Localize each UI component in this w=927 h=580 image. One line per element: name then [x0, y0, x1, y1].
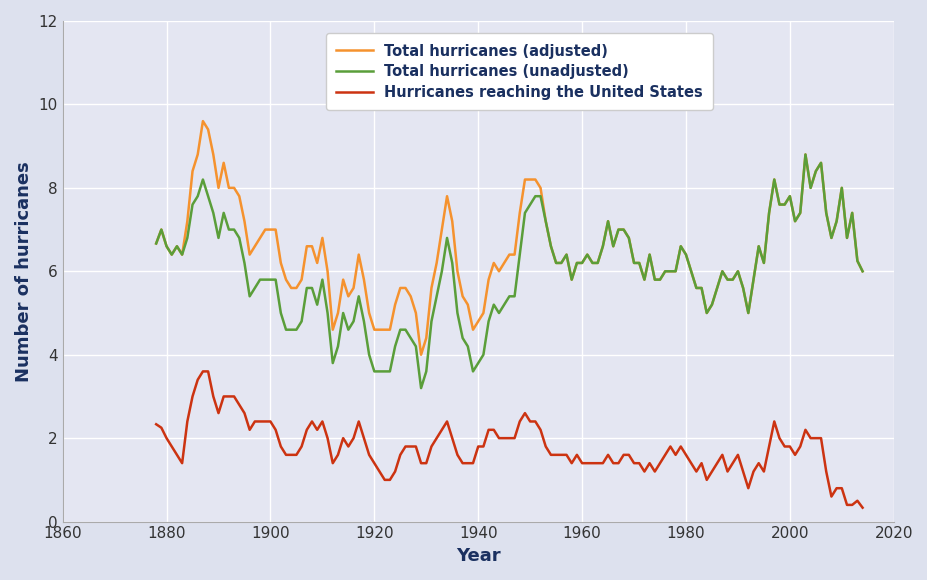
Total hurricanes (unadjusted) — [799, 151, 810, 158]
Hurricanes reaching the United States — [197, 368, 209, 375]
Total hurricanes (unadjusted) — [857, 268, 868, 275]
Line: Hurricanes reaching the United States: Hurricanes reaching the United States — [156, 371, 862, 508]
Total hurricanes (adjusted) — [400, 285, 411, 292]
Hurricanes reaching the United States — [415, 460, 426, 467]
Total hurricanes (adjusted) — [472, 318, 483, 325]
Total hurricanes (unadjusted) — [591, 259, 603, 266]
Total hurricanes (unadjusted) — [394, 326, 405, 333]
Hurricanes reaching the United States — [857, 504, 868, 511]
Hurricanes reaching the United States — [701, 476, 712, 483]
Total hurricanes (adjusted) — [197, 118, 209, 125]
Legend: Total hurricanes (adjusted), Total hurricanes (unadjusted), Hurricanes reaching : Total hurricanes (adjusted), Total hurri… — [325, 33, 713, 110]
Line: Total hurricanes (adjusted): Total hurricanes (adjusted) — [156, 121, 862, 355]
Total hurricanes (unadjusted) — [415, 385, 426, 392]
Hurricanes reaching the United States — [150, 420, 161, 427]
Total hurricanes (unadjusted) — [410, 343, 421, 350]
Total hurricanes (unadjusted) — [467, 368, 478, 375]
Total hurricanes (adjusted) — [420, 335, 431, 342]
Total hurricanes (adjusted) — [150, 240, 161, 247]
Hurricanes reaching the United States — [400, 443, 411, 450]
Total hurricanes (adjusted) — [597, 243, 608, 250]
Hurricanes reaching the United States — [254, 418, 265, 425]
Total hurricanes (adjusted) — [415, 351, 426, 358]
Total hurricanes (adjusted) — [254, 234, 265, 241]
Hurricanes reaching the United States — [591, 460, 603, 467]
Total hurricanes (adjusted) — [857, 268, 868, 275]
Line: Total hurricanes (unadjusted): Total hurricanes (unadjusted) — [156, 154, 862, 388]
Total hurricanes (unadjusted) — [701, 310, 712, 317]
Y-axis label: Number of hurricanes: Number of hurricanes — [15, 161, 33, 382]
Total hurricanes (unadjusted) — [249, 285, 260, 292]
Hurricanes reaching the United States — [467, 460, 478, 467]
Total hurricanes (adjusted) — [705, 301, 717, 308]
X-axis label: Year: Year — [455, 547, 500, 565]
Total hurricanes (unadjusted) — [150, 240, 161, 247]
